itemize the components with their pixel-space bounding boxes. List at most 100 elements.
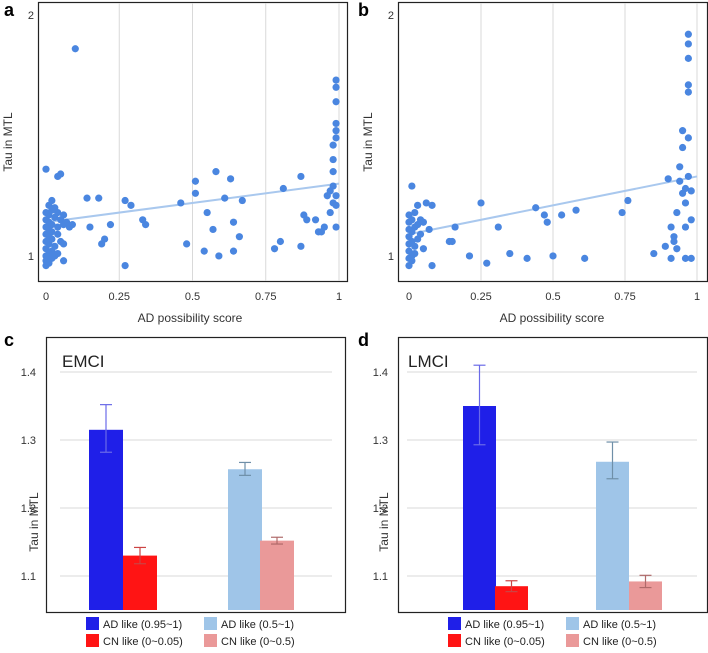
data-point [83,194,91,202]
data-point [681,254,690,262]
panel-c-frame [45,336,347,614]
data-point [494,223,502,231]
data-point [279,184,287,193]
x-tick-label: 0.5 [545,291,560,303]
data-point [212,168,220,176]
y-tick-label: 1.3 [373,435,388,447]
legend-swatch [566,617,579,630]
y-tick-label: 1.1 [21,571,36,583]
data-point [419,245,427,253]
data-point [408,216,416,224]
x-tick-label: 0.75 [255,291,276,303]
legend-label: AD like (0.5~1) [221,619,294,631]
data-point [59,240,68,248]
data-point [59,211,68,219]
data-point [684,30,692,38]
data-point [127,201,135,209]
panel-d-frame [397,336,708,614]
data-point [684,88,692,96]
y-axis-title: Tau in MTL [1,112,15,172]
y-axis-title: Tau in MTL [27,492,41,552]
bar [89,429,123,610]
y-tick-label: 2 [28,10,34,22]
trendline [45,182,340,224]
data-point [238,196,246,205]
data-point [624,196,632,205]
data-point [667,223,675,231]
data-point [681,184,690,193]
y-axis-title: Tau in MTL [361,112,375,172]
data-point [191,177,200,185]
data-point [48,196,56,205]
x-tick-label: 0.25 [470,291,491,303]
data-point [121,196,129,205]
data-point [303,216,311,224]
data-point [203,208,211,217]
legend-label: CN like (0~0.05) [103,636,183,648]
legend-label: AD like (0.95~1) [103,619,182,631]
data-point [209,225,217,234]
data-point [414,201,422,209]
y-tick-label: 1.2 [373,503,388,515]
legend-swatch [86,634,99,647]
data-point [329,155,337,164]
data-point [311,216,320,224]
data-point [57,170,65,178]
data-point [428,201,436,209]
data-point [667,254,675,262]
data-point [408,182,416,190]
panel-letter-a: a [4,0,15,20]
chart-title: EMCI [62,352,105,371]
x-axis-title: AD possibility score [500,311,605,325]
data-point [332,83,340,91]
data-point [581,254,589,262]
data-point [558,211,566,219]
bar [228,469,262,610]
data-point [320,223,328,231]
y-tick-label: 1.2 [21,503,36,515]
data-point [681,199,690,207]
data-point [661,242,669,250]
panel-d: d 1.1 1.2 1.3 1.4 LMCI Tau in MTL AD like (0.95… [358,330,708,648]
data-point [329,168,337,176]
data-point [332,127,340,135]
data-point [229,247,238,255]
data-point [543,218,551,226]
data-point [448,237,456,246]
legend-swatch [204,634,217,647]
data-point [48,228,56,236]
data-point [687,254,695,262]
data-point [411,242,419,250]
data-point [71,45,79,53]
data-point [411,208,419,217]
data-point [419,218,427,226]
data-point [664,175,672,183]
legend-swatch [86,617,99,630]
data-point [332,76,340,84]
data-point [416,230,425,238]
data-point [687,187,695,195]
data-point [215,252,223,260]
data-point [326,208,334,217]
data-point [428,261,436,270]
data-point [540,211,548,219]
data-point [676,177,684,185]
data-point [51,242,59,250]
data-point [48,221,56,229]
data-point [297,172,305,181]
data-point [235,233,243,241]
data-point [523,254,531,262]
data-point [451,223,459,231]
panel-letter-b: b [358,0,369,20]
data-point [332,192,340,200]
data-point [270,245,279,253]
x-tick-label: 0.25 [109,291,130,303]
data-point [618,208,626,217]
data-point [684,172,692,181]
legend-swatch [204,617,217,630]
data-point [532,204,540,212]
data-point [101,235,109,243]
data-point [276,237,284,246]
legend-label: CN like (0~0.5) [221,636,295,648]
data-point [676,163,684,171]
